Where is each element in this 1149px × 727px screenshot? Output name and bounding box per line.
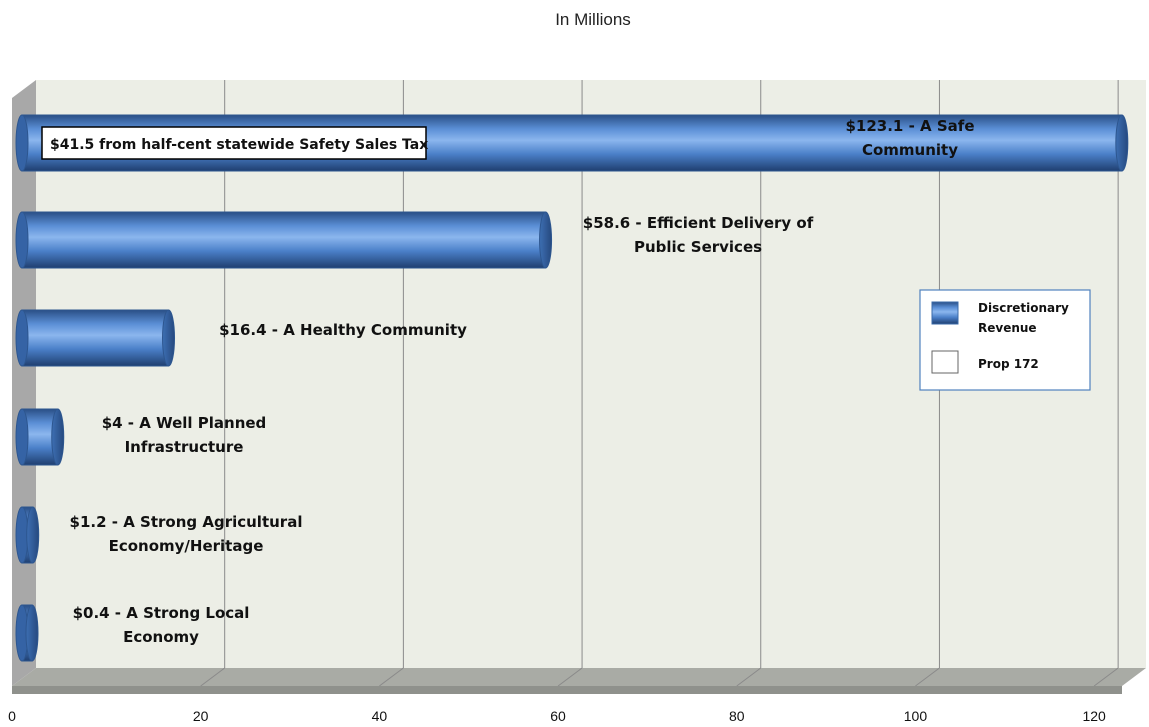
x-axis-ticks: 0 20 40 60 80 100 120 xyxy=(8,708,1106,724)
svg-text:$41.5 from half-cent statewide: $41.5 from half-cent statewide Safety Sa… xyxy=(50,137,428,153)
bar-data-label: $16.4 - A Healthy Community xyxy=(219,321,467,339)
bar-base-cap xyxy=(15,408,29,466)
bar-data-label: $1.2 - A Strong Agricultural Economy/Heri… xyxy=(70,513,303,555)
bar-base-cap xyxy=(15,211,29,269)
bar-base-cap xyxy=(15,506,29,564)
chart-title: In Millions xyxy=(555,10,631,29)
bar-base-cap xyxy=(15,309,29,367)
bar xyxy=(21,211,547,269)
x-tick-label: 40 xyxy=(372,708,388,724)
x-tick-label: 60 xyxy=(550,708,566,724)
x-tick-label: 80 xyxy=(729,708,745,724)
legend-label-discretionary-2: Revenue xyxy=(978,321,1037,335)
bar-end-cap xyxy=(26,506,40,564)
plot-floor xyxy=(12,668,1146,686)
bar xyxy=(21,309,170,367)
x-tick-label: 120 xyxy=(1082,708,1106,724)
bar-data-label: $0.4 - A Strong Local Economy xyxy=(73,604,250,646)
bar-data-label: $4 - A Well Planned Infrastructure xyxy=(102,414,267,456)
bar-end-cap xyxy=(539,211,553,269)
legend-label-prop172: Prop 172 xyxy=(978,357,1039,371)
bars xyxy=(15,114,1129,662)
bar-data-label: $123.1 - A Safe Community xyxy=(845,117,974,159)
x-tick-label: 100 xyxy=(904,708,928,724)
legend: Discretionary Revenue Prop 172 xyxy=(919,289,1091,391)
gridline-floor xyxy=(915,667,940,687)
legend-label-discretionary-1: Discretionary xyxy=(978,301,1069,315)
gridline-floor xyxy=(379,667,404,687)
svg-text:Discretionary Revenue: Discretionary Revenue xyxy=(978,301,1073,335)
bar-base-cap xyxy=(15,114,29,172)
legend-swatch-prop172 xyxy=(931,350,959,374)
gridline-floor xyxy=(200,667,225,687)
gridline-floor xyxy=(1093,667,1119,687)
gridline-floor xyxy=(557,667,583,687)
x-tick-label: 20 xyxy=(193,708,209,724)
gridline-floor xyxy=(736,667,762,687)
bar-end-cap xyxy=(162,309,176,367)
legend-swatch-discretionary xyxy=(931,301,959,325)
x-tick-label: 0 xyxy=(8,708,16,724)
annotation-callout: $41.5 from half-cent statewide Safety Sa… xyxy=(41,126,428,160)
plot-floor-edge xyxy=(12,686,1122,694)
bar-end-cap xyxy=(51,408,65,466)
bar-end-cap xyxy=(1115,114,1129,172)
data-labels: $123.1 - A Safe Community $58.6 - Efficien… xyxy=(70,117,975,646)
bar-data-label: $58.6 - Efficient Delivery of Public Serv… xyxy=(583,214,814,256)
bar-end-cap xyxy=(25,604,39,662)
